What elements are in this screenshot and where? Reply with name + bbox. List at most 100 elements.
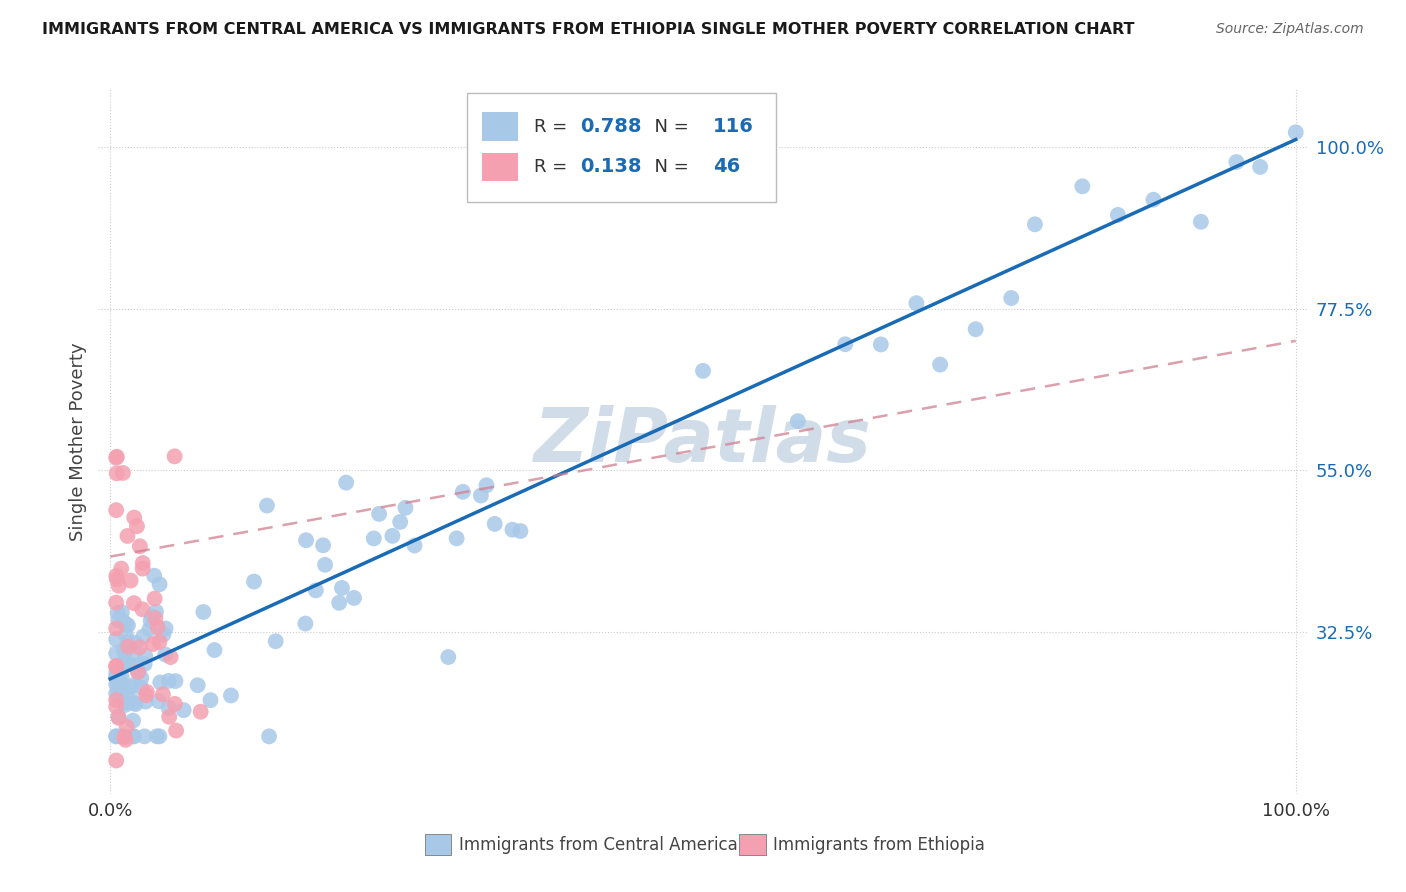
Point <box>295 533 318 548</box>
Point <box>190 705 212 719</box>
Point <box>117 640 139 654</box>
Point <box>1189 215 1212 229</box>
Point <box>115 628 138 642</box>
Point <box>105 686 128 700</box>
Point <box>314 558 336 572</box>
Point <box>335 475 357 490</box>
Point <box>120 574 142 588</box>
Point <box>142 637 165 651</box>
Point <box>157 710 180 724</box>
Point <box>122 510 145 524</box>
Point <box>152 627 174 641</box>
Point <box>157 701 180 715</box>
Point <box>143 568 166 582</box>
Point <box>159 650 181 665</box>
Point <box>135 685 157 699</box>
Point <box>111 661 134 675</box>
Point <box>155 648 177 662</box>
Point <box>124 697 146 711</box>
Point <box>1107 208 1129 222</box>
Point <box>451 484 474 499</box>
FancyBboxPatch shape <box>740 834 766 855</box>
Point <box>157 673 180 688</box>
Point <box>121 693 143 707</box>
Point <box>128 539 150 553</box>
Point <box>107 606 129 620</box>
Point <box>149 675 172 690</box>
Point <box>105 622 128 636</box>
Point <box>105 754 128 768</box>
Point <box>138 622 160 636</box>
Point <box>132 629 155 643</box>
Point <box>1285 125 1308 139</box>
Point <box>132 556 155 570</box>
Point <box>105 450 128 465</box>
Point <box>112 730 135 744</box>
Point <box>219 689 242 703</box>
Point <box>200 693 222 707</box>
Point <box>132 561 155 575</box>
Point <box>389 515 412 529</box>
Point <box>328 596 350 610</box>
Point <box>105 659 128 673</box>
Point <box>125 519 148 533</box>
Point <box>929 358 952 372</box>
FancyBboxPatch shape <box>482 153 517 181</box>
Point <box>484 516 506 531</box>
Point <box>117 618 139 632</box>
Point <box>108 673 131 688</box>
Point <box>114 696 136 710</box>
Point <box>294 616 316 631</box>
Point <box>134 657 156 671</box>
Point <box>122 730 145 744</box>
Point <box>114 646 136 660</box>
Point <box>127 665 149 679</box>
Point <box>343 591 366 605</box>
Point <box>105 670 128 684</box>
Point <box>105 677 128 691</box>
Point <box>105 730 128 744</box>
Point <box>117 634 139 648</box>
Point <box>135 694 157 708</box>
Point <box>143 591 166 606</box>
Point <box>105 467 128 481</box>
Text: ZiPatlas: ZiPatlas <box>534 405 872 478</box>
Point <box>1000 291 1022 305</box>
Point <box>131 671 153 685</box>
Point <box>111 466 134 480</box>
Point <box>105 632 128 647</box>
Point <box>204 643 226 657</box>
FancyBboxPatch shape <box>467 93 776 202</box>
Point <box>110 561 132 575</box>
Point <box>381 529 404 543</box>
Point <box>501 523 523 537</box>
Point <box>115 617 138 632</box>
Point <box>173 703 195 717</box>
Point <box>193 605 215 619</box>
Point <box>122 714 145 728</box>
Point <box>1225 155 1247 169</box>
Point <box>125 658 148 673</box>
Point <box>1249 160 1271 174</box>
Point <box>965 322 987 336</box>
Text: Source: ZipAtlas.com: Source: ZipAtlas.com <box>1216 22 1364 37</box>
Point <box>105 569 128 583</box>
Point <box>105 659 128 673</box>
Point <box>404 539 426 553</box>
Text: R =: R = <box>534 158 572 176</box>
Point <box>155 622 177 636</box>
Point <box>243 574 266 589</box>
Point <box>470 489 492 503</box>
Point <box>117 529 139 543</box>
Point <box>134 730 156 744</box>
Point <box>148 634 170 648</box>
Point <box>305 583 328 598</box>
Point <box>475 478 498 492</box>
Point <box>163 450 186 464</box>
Text: 0.138: 0.138 <box>579 157 641 177</box>
Point <box>256 499 278 513</box>
Point <box>107 711 129 725</box>
Point <box>145 611 167 625</box>
Point <box>105 665 128 680</box>
Point <box>148 694 170 708</box>
